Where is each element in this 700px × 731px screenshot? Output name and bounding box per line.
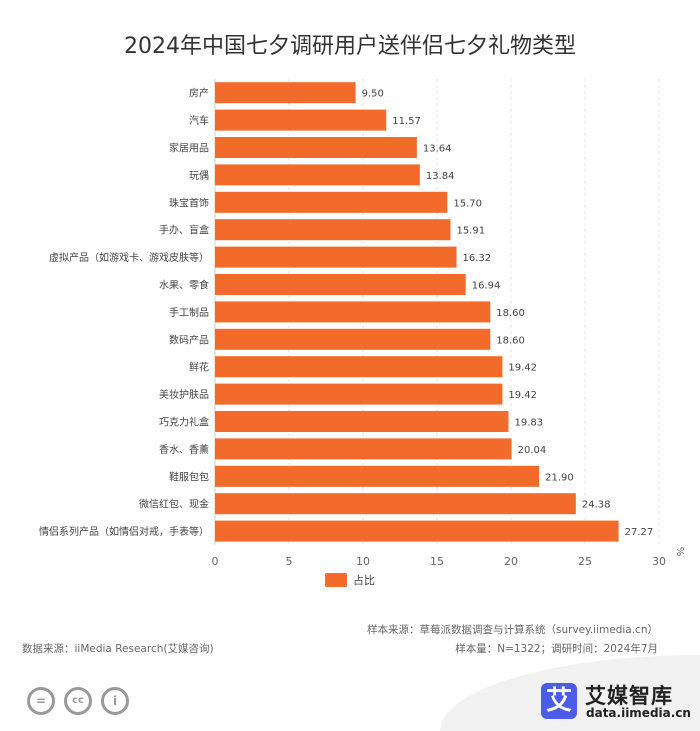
- category-label: 香水、香薰: [159, 443, 209, 456]
- x-tick-label: 25: [578, 555, 592, 568]
- category-label: 汽车: [189, 114, 209, 127]
- data-label: 21.90: [545, 472, 574, 483]
- bar: [215, 219, 451, 241]
- x-tick-label: 0: [212, 555, 219, 568]
- chart-title: 2024年中国七夕调研用户送伴侣七夕礼物类型: [124, 34, 576, 59]
- data-label: 9.50: [362, 89, 384, 100]
- x-unit: %: [674, 547, 685, 557]
- data-label: 16.94: [472, 281, 501, 292]
- bar: [215, 191, 448, 213]
- bar: [215, 328, 491, 350]
- category-label: 情侣系列产品（如情侣对戒，手表等）: [39, 525, 209, 538]
- logo-mark: 艾: [541, 683, 577, 719]
- data-label: 13.84: [426, 171, 455, 182]
- category-label: 房产: [189, 87, 209, 100]
- sample-info: 样本量：N=1322；调研时间：2024年7月: [455, 643, 658, 655]
- category-label: 手工制品: [169, 306, 209, 319]
- data-label: 11.57: [392, 116, 421, 127]
- bar: [215, 82, 356, 104]
- x-tick-label: 30: [652, 555, 666, 568]
- logo-name: 艾媒智库: [585, 684, 673, 708]
- bar: [215, 438, 512, 460]
- x-tick-label: 10: [356, 555, 370, 568]
- legend-swatch: [325, 573, 347, 587]
- data-label: 18.60: [496, 335, 525, 346]
- sample-source: 样本来源：草莓派数据调查与计算系统（survey.iimedia.cn）: [367, 624, 658, 636]
- legend-label: 占比: [353, 573, 375, 587]
- category-label: 家居用品: [169, 142, 209, 155]
- bar: [215, 137, 417, 158]
- x-tick-label: 15: [430, 555, 444, 568]
- data-label: 13.64: [423, 144, 452, 155]
- data-source: 数据来源：iiMedia Research(艾媒咨询): [22, 643, 214, 655]
- bar: [215, 493, 576, 515]
- category-label: 数码产品: [169, 333, 209, 346]
- x-tick-label: 5: [286, 555, 293, 568]
- category-label: 玩偶: [189, 169, 209, 182]
- data-label: 18.60: [496, 308, 525, 319]
- data-label: 16.32: [463, 253, 492, 264]
- x-tick-label: 20: [504, 555, 518, 568]
- category-label: 美妆护肤品: [159, 388, 209, 401]
- category-label: 巧克力礼盒: [159, 416, 209, 429]
- category-label: 鲜花: [189, 361, 209, 374]
- bar: [215, 356, 503, 378]
- category-label: 鞋服包包: [169, 470, 209, 483]
- data-label: 20.04: [518, 445, 547, 456]
- bar: [215, 383, 503, 405]
- data-label: 24.38: [582, 500, 611, 511]
- cc-icon: cc: [64, 687, 92, 715]
- logo-url: data.iimedia.cn: [586, 706, 691, 720]
- bar: [215, 465, 540, 487]
- category-label: 珠宝首饰: [169, 196, 209, 209]
- bar: [215, 274, 466, 295]
- category-label: 水果、零食: [159, 279, 209, 292]
- data-label: 19.42: [508, 390, 537, 401]
- bar-chart: 0 5 10 15 20 25 30% 房产 9.50 汽车 11.57 家居用品 13.64 玩偶 13.…: [39, 79, 685, 587]
- category-label: 手办、盲盒: [159, 224, 209, 237]
- data-label: 15.91: [456, 226, 485, 237]
- cc-by-icon: i: [101, 687, 129, 715]
- data-label: 19.42: [508, 363, 537, 374]
- bar: [215, 246, 457, 268]
- bar: [215, 301, 491, 323]
- bar: [215, 520, 619, 542]
- data-label: 15.70: [453, 198, 482, 209]
- cc-nd-icon: =: [27, 687, 55, 715]
- bar: [215, 109, 387, 131]
- data-label: 27.27: [625, 527, 654, 538]
- bar: [215, 164, 420, 186]
- category-label: 微信红包、现金: [139, 498, 209, 511]
- data-label: 19.83: [514, 418, 543, 429]
- category-label: 虚拟产品（如游戏卡、游戏皮肤等）: [49, 251, 209, 264]
- bar: [215, 411, 509, 432]
